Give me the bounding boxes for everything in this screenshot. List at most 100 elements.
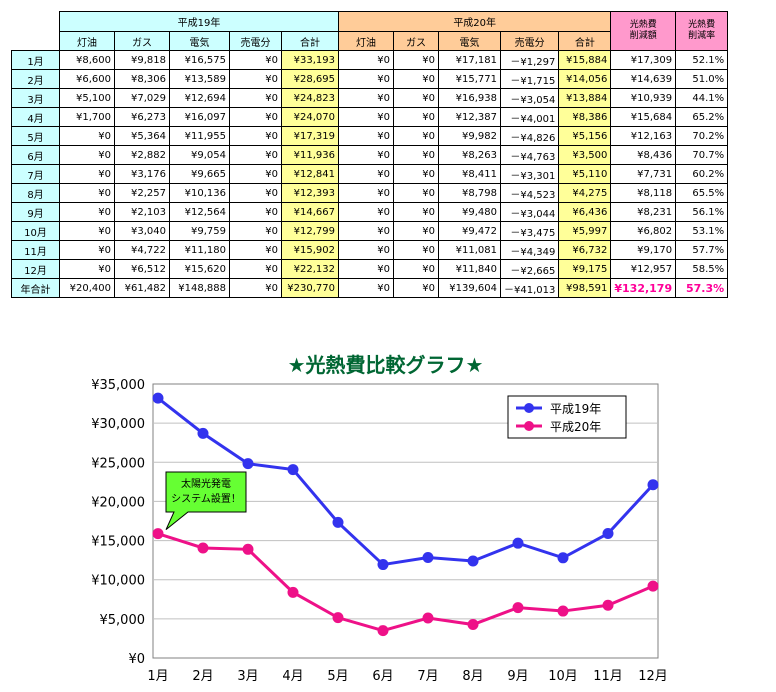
h19-cell: ¥4,722 xyxy=(114,240,170,260)
col-header-h19: 電気 xyxy=(169,31,230,51)
h20-cell: －¥1,297 xyxy=(499,50,560,70)
h19-total-cell: ¥12,841 xyxy=(281,164,339,184)
h20-cell: －¥4,826 xyxy=(499,126,560,146)
h19-total-cell: ¥33,193 xyxy=(281,50,339,70)
savings-header: 光熱費 削減額 xyxy=(610,11,677,51)
series-2-point xyxy=(152,528,164,540)
h20-cell: ¥0 xyxy=(393,164,439,184)
cost-table-container: 平成19年 平成20年 光熱費 削減額 光熱費 削減率 灯油 ガス 電気 売電分 合計 灯油 ガス電… xyxy=(11,11,729,298)
rate-header: 光熱費 削減率 xyxy=(675,11,729,51)
col-header-h20: 売電分 xyxy=(499,31,560,51)
table-row: 7月 ¥0 ¥3,176 ¥9,665 ¥0 ¥12,841 ¥0 ¥0 ¥8,411 －¥3,3… xyxy=(11,164,729,184)
h19-cell: ¥12,564 xyxy=(169,202,230,222)
h20-cell: ¥139,604 xyxy=(438,278,501,298)
series-1-point xyxy=(557,552,569,564)
col-header-h20: ガス xyxy=(393,31,439,51)
h19-cell: ¥0 xyxy=(59,259,115,279)
h19-total-cell: ¥24,070 xyxy=(281,107,339,127)
h19-cell: ¥6,273 xyxy=(114,107,170,127)
annotation-callout xyxy=(165,471,247,531)
h19-cell: ¥0 xyxy=(229,126,282,146)
legend-swatch-marker xyxy=(524,403,534,413)
table-row: 2月 ¥6,600 ¥8,306 ¥13,589 ¥0 ¥28,695 ¥0 ¥0 ¥15,77… xyxy=(11,69,729,89)
y-tick-label: ¥5,000 xyxy=(100,613,146,628)
row-label: 年合計 xyxy=(11,278,60,298)
h19-cell: ¥6,512 xyxy=(114,259,170,279)
h19-cell: ¥9,665 xyxy=(169,164,230,184)
h20-cell: ¥0 xyxy=(338,278,394,298)
savings-cell: ¥132,179 xyxy=(610,278,677,298)
series-1-point xyxy=(602,528,614,540)
rate-cell: 57.3% xyxy=(675,278,729,298)
savings-cell: ¥12,163 xyxy=(610,126,677,146)
h19-cell: ¥0 xyxy=(229,164,282,184)
y-tick-label: ¥30,000 xyxy=(91,417,145,432)
series-2-point xyxy=(332,612,344,624)
table-row: 1月 ¥8,600 ¥9,818 ¥16,575 ¥0 ¥33,193 ¥0 ¥0 ¥17,18… xyxy=(11,50,729,70)
h19-cell: ¥0 xyxy=(229,202,282,222)
table-row: 10月 ¥0 ¥3,040 ¥9,759 ¥0 ¥12,799 ¥0 ¥0 ¥9,472 －¥3,… xyxy=(11,221,729,241)
x-tick-label: 8月 xyxy=(462,669,483,684)
savings-cell: ¥6,802 xyxy=(610,221,677,241)
col-header-h19: 合計 xyxy=(281,31,339,51)
row-label: 7月 xyxy=(11,164,60,184)
savings-cell: ¥17,309 xyxy=(610,50,677,70)
h20-total-cell: ¥6,436 xyxy=(558,202,612,222)
h19-total-cell: ¥12,393 xyxy=(281,183,339,203)
h20-total-cell: ¥15,884 xyxy=(558,50,612,70)
h19-cell: ¥2,103 xyxy=(114,202,170,222)
h19-cell: ¥0 xyxy=(229,259,282,279)
h19-cell: ¥0 xyxy=(59,202,115,222)
h19-cell: ¥7,029 xyxy=(114,88,170,108)
h20-total-cell: ¥14,056 xyxy=(558,69,612,89)
savings-cell: ¥10,939 xyxy=(610,88,677,108)
h19-cell: ¥0 xyxy=(59,221,115,241)
h19-cell: ¥1,700 xyxy=(59,107,115,127)
h20-cell: ¥0 xyxy=(338,240,394,260)
x-tick-label: 2月 xyxy=(192,669,213,684)
series-1-point xyxy=(152,392,164,404)
h19-cell: ¥0 xyxy=(229,221,282,241)
x-tick-label: 7月 xyxy=(417,669,438,684)
series-2-point xyxy=(287,586,299,598)
h20-cell: ¥0 xyxy=(338,259,394,279)
series-2-point xyxy=(422,612,434,624)
row-label: 2月 xyxy=(11,69,60,89)
col-header-h19: ガス xyxy=(114,31,170,51)
series-1-point xyxy=(467,555,479,567)
rate-cell: 58.5% xyxy=(675,259,729,279)
col-header-h19: 売電分 xyxy=(229,31,282,51)
h20-cell: ¥0 xyxy=(393,221,439,241)
h19-cell: ¥0 xyxy=(229,107,282,127)
rate-cell: 65.2% xyxy=(675,107,729,127)
annual-total-row: 年合計 ¥20,400 ¥61,482 ¥148,888 ¥0 ¥230,770 ¥0 ¥0 ¥… xyxy=(11,278,729,298)
h20-cell: －¥3,475 xyxy=(499,221,560,241)
h20-cell: －¥3,044 xyxy=(499,202,560,222)
rate-cell: 44.1% xyxy=(675,88,729,108)
h19-total-cell: ¥17,319 xyxy=(281,126,339,146)
h20-cell: －¥4,763 xyxy=(499,145,560,165)
series-1-point xyxy=(287,464,299,476)
y-tick-label: ¥20,000 xyxy=(91,495,145,510)
h19-cell: ¥15,620 xyxy=(169,259,230,279)
h20-total-cell: ¥9,175 xyxy=(558,259,612,279)
rate-cell: 70.2% xyxy=(675,126,729,146)
h19-cell: ¥3,040 xyxy=(114,221,170,241)
h19-cell: ¥9,759 xyxy=(169,221,230,241)
h20-cell: ¥0 xyxy=(393,126,439,146)
annotation-text: システム設置！ xyxy=(171,492,241,505)
h20-cell: －¥4,523 xyxy=(499,183,560,203)
series-1-point xyxy=(647,479,659,491)
h20-cell: ¥0 xyxy=(393,107,439,127)
h19-cell: ¥13,589 xyxy=(169,69,230,89)
x-tick-label: 11月 xyxy=(593,669,623,684)
h20-cell: ¥0 xyxy=(338,88,394,108)
h19-cell: ¥11,955 xyxy=(169,126,230,146)
h20-cell: ¥8,798 xyxy=(438,183,501,203)
x-tick-label: 4月 xyxy=(282,669,303,684)
h20-cell: ¥0 xyxy=(393,202,439,222)
h19-cell: ¥3,176 xyxy=(114,164,170,184)
table-row: 12月 ¥0 ¥6,512 ¥15,620 ¥0 ¥22,132 ¥0 ¥0 ¥11,840 －¥… xyxy=(11,259,729,279)
savings-cell: ¥15,684 xyxy=(610,107,677,127)
h20-cell: ¥15,771 xyxy=(438,69,501,89)
